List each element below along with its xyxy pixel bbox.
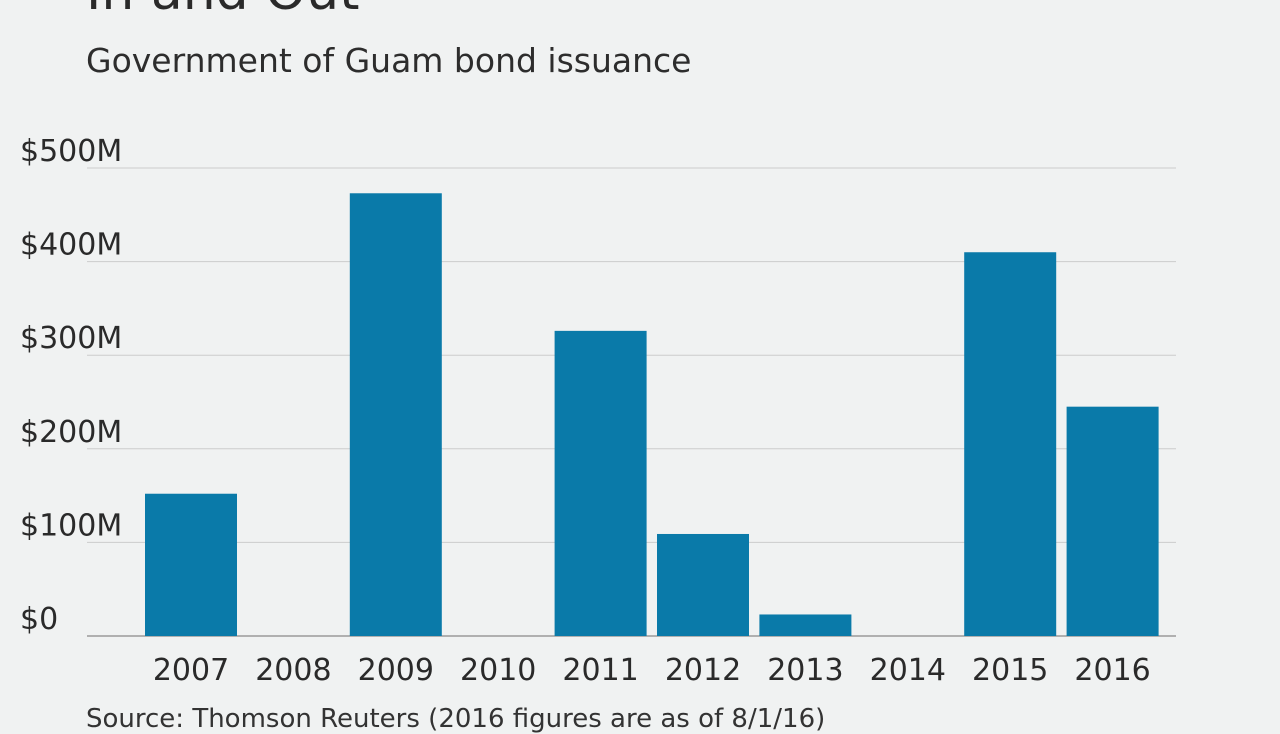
- y-tick-label: $200M: [20, 415, 122, 450]
- bar-2009: [349, 193, 442, 636]
- bar-2007: [145, 493, 237, 636]
- bars: [145, 193, 1159, 637]
- x-tick-label: 2015: [972, 653, 1048, 688]
- y-axis-ticks: $0 $100M $200M $300M $400M $500M: [20, 134, 122, 637]
- bar-chart: $0 $100M $200M $300M $400M $500M 2007 2008 2009…: [20, 134, 1176, 688]
- x-tick-label: 2011: [562, 653, 638, 688]
- bar-2015: [964, 252, 1057, 637]
- x-tick-label: 2012: [665, 653, 741, 688]
- x-tick-label: 2016: [1074, 653, 1150, 688]
- x-tick-label: 2007: [153, 653, 229, 688]
- x-tick-label: 2008: [255, 653, 331, 688]
- bar-2011: [554, 330, 647, 636]
- chart-subtitle: Government of Guam bond issuance: [86, 41, 692, 80]
- y-tick-label: $400M: [20, 228, 122, 263]
- y-tick-label: $300M: [20, 321, 122, 356]
- y-tick-label: $100M: [20, 508, 122, 543]
- bar-2016: [1066, 406, 1159, 636]
- x-tick-label: 2014: [870, 653, 946, 688]
- chart-title: In and Out: [86, 0, 359, 22]
- x-axis-ticks: 2007 2008 2009 2010 2011 2012 2013 2014 2015 2016: [153, 653, 1151, 688]
- bar-2012: [657, 533, 749, 636]
- x-tick-label: 2013: [767, 653, 843, 688]
- x-tick-label: 2010: [460, 653, 536, 688]
- bar-2013: [759, 614, 852, 636]
- y-tick-label: $0: [20, 602, 58, 637]
- source-note: Source: Thomson Reuters (2016 figures ar…: [86, 704, 826, 734]
- y-tick-label: $500M: [20, 134, 122, 169]
- x-tick-label: 2009: [358, 653, 434, 688]
